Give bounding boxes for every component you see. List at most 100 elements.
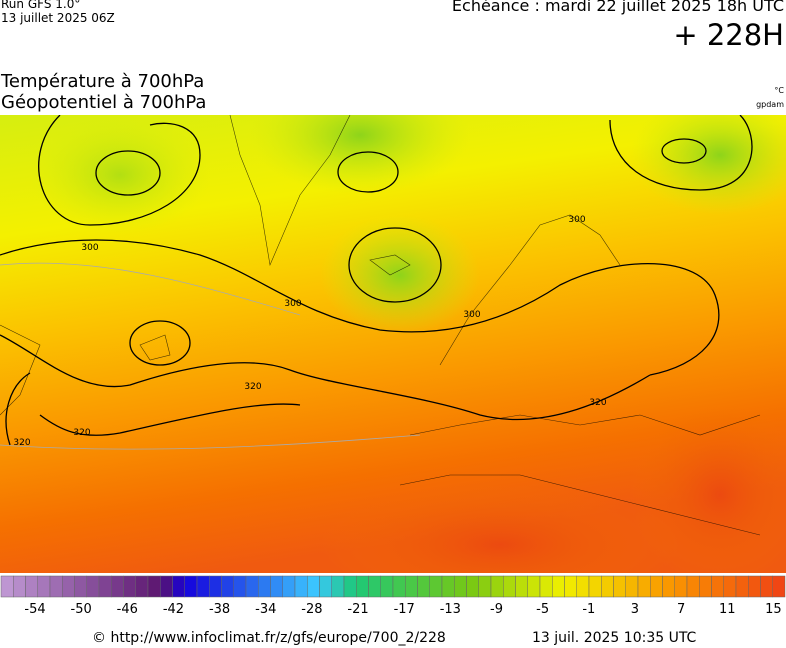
colorbar-swatch (625, 575, 639, 598)
unit-geopotential: gpdam (756, 100, 784, 109)
title-temperature: Température à 700hPa (1, 71, 205, 92)
colorbar-swatch (172, 575, 185, 598)
colorbar-swatch (270, 575, 283, 598)
colorbar-swatch (613, 575, 626, 598)
run: Run GFS 1.0° (1, 0, 81, 11)
colorbar-swatch (527, 575, 541, 598)
colorbar-swatch (441, 575, 455, 598)
colorbar-label: -1 (582, 602, 595, 617)
colorbar-swatch (258, 575, 271, 598)
colorbar-swatch (539, 575, 553, 598)
colorbar-swatch (735, 575, 749, 598)
colorbar-swatch (637, 575, 651, 598)
colorbar-label: -34 (255, 602, 276, 617)
colorbar-label: -42 (163, 602, 184, 617)
contour-label: 320 (244, 382, 261, 392)
colorbar-label: 11 (719, 602, 736, 617)
colorbar-swatch (650, 575, 663, 598)
colorbar-label: -28 (301, 602, 322, 617)
colorbar-swatch (552, 575, 565, 598)
colorbar-swatch (294, 575, 308, 598)
colorbar-swatch (368, 575, 381, 598)
colorbar-swatch (490, 575, 504, 598)
colorbar-swatch (588, 575, 602, 598)
colorbar-swatch (576, 575, 590, 598)
map: 300 300 300 300 320 320 320 320 (0, 115, 786, 573)
colorbar-swatch (123, 575, 136, 598)
colorbar: -54 -50 -46 -42 -38 -34 -28 -21 -17 -13 -9 -5 -1 3 7 11… (0, 575, 786, 617)
colorbar-swatch (319, 575, 332, 598)
lead-time: + 228H (673, 18, 784, 52)
colorbar-swatch (49, 575, 63, 598)
colorbar-swatch (37, 575, 51, 598)
colorbar-swatch (478, 575, 492, 598)
colorbar-swatch (454, 575, 467, 598)
colorbar-swatch (380, 575, 394, 598)
colorbar-swatch (601, 575, 614, 598)
contour-label: 300 (81, 243, 98, 253)
colorbar-label: -17 (394, 602, 415, 617)
colorbar-swatch (356, 575, 369, 598)
colorbar-swatch (62, 575, 75, 598)
colorbar-swatch (184, 575, 198, 598)
contour-label: 300 (284, 299, 301, 309)
colorbar-swatch (74, 575, 87, 598)
contour-label: 320 (589, 398, 606, 408)
colorbar-swatch (307, 575, 320, 598)
footer-source: © http://www.infoclimat.fr/z/gfs/europe/… (92, 630, 446, 646)
colorbar-label: 7 (677, 602, 685, 617)
colorbar-swatch (772, 575, 786, 598)
colorbar-label: -50 (71, 602, 92, 617)
unit-temperature: °C (774, 86, 784, 95)
echeance: Echéance : mardi 22 juillet 2025 18h UTC (451, 0, 784, 15)
colorbar-swatch (417, 575, 430, 598)
colorbar-swatch (686, 575, 700, 598)
colorbar-swatch (699, 575, 712, 598)
colorbar-label: -9 (490, 602, 503, 617)
colorbar-swatch (503, 575, 516, 598)
footer-generated: 13 juil. 2025 10:35 UTC (532, 630, 697, 646)
colorbar-swatch (221, 575, 234, 598)
colorbar-label: -21 (347, 602, 368, 617)
colorbar-swatch (86, 575, 100, 598)
contour-label: 300 (463, 310, 480, 320)
colorbar-swatch (564, 575, 577, 598)
colorbar-swatch (209, 575, 222, 598)
colorbar-swatch (233, 575, 247, 598)
colorbar-label: -5 (536, 602, 549, 617)
colorbar-swatch (282, 575, 296, 598)
colorbar-swatch (111, 575, 124, 598)
colorbar-swatch (135, 575, 149, 598)
colorbar-swatch (723, 575, 737, 598)
colorbar-label: -13 (440, 602, 461, 617)
colorbar-swatch (662, 575, 675, 598)
colorbar-label: 15 (765, 602, 782, 617)
colorbar-swatch (25, 575, 38, 598)
colorbar-swatch (160, 575, 173, 598)
colorbar-swatch (343, 575, 357, 598)
colorbar-swatch (674, 575, 688, 598)
colorbar-swatch (429, 575, 443, 598)
colorbar-swatch (760, 575, 773, 598)
colorbar-swatch (13, 575, 26, 598)
colorbar-swatch (515, 575, 528, 598)
colorbar-swatch (392, 575, 406, 598)
colorbar-swatch (147, 575, 161, 598)
colorbar-swatch (98, 575, 112, 598)
contour-label: 320 (73, 428, 90, 438)
colorbar-label: -46 (117, 602, 138, 617)
colorbar-swatch (405, 575, 418, 598)
contour-label: 300 (568, 215, 585, 225)
run-date: 13 juillet 2025 06Z (1, 11, 115, 25)
title-geopotential: Géopotentiel à 700hPa (1, 92, 207, 113)
colorbar-label: 3 (631, 602, 639, 617)
colorbar-swatch (711, 575, 724, 598)
colorbar-swatch (0, 575, 14, 598)
colorbar-swatch (466, 575, 479, 598)
colorbar-swatch (245, 575, 259, 598)
colorbar-swatch (331, 575, 345, 598)
colorbar-label: -54 (24, 602, 45, 617)
colorbar-swatch (196, 575, 210, 598)
colorbar-label: -38 (209, 602, 230, 617)
